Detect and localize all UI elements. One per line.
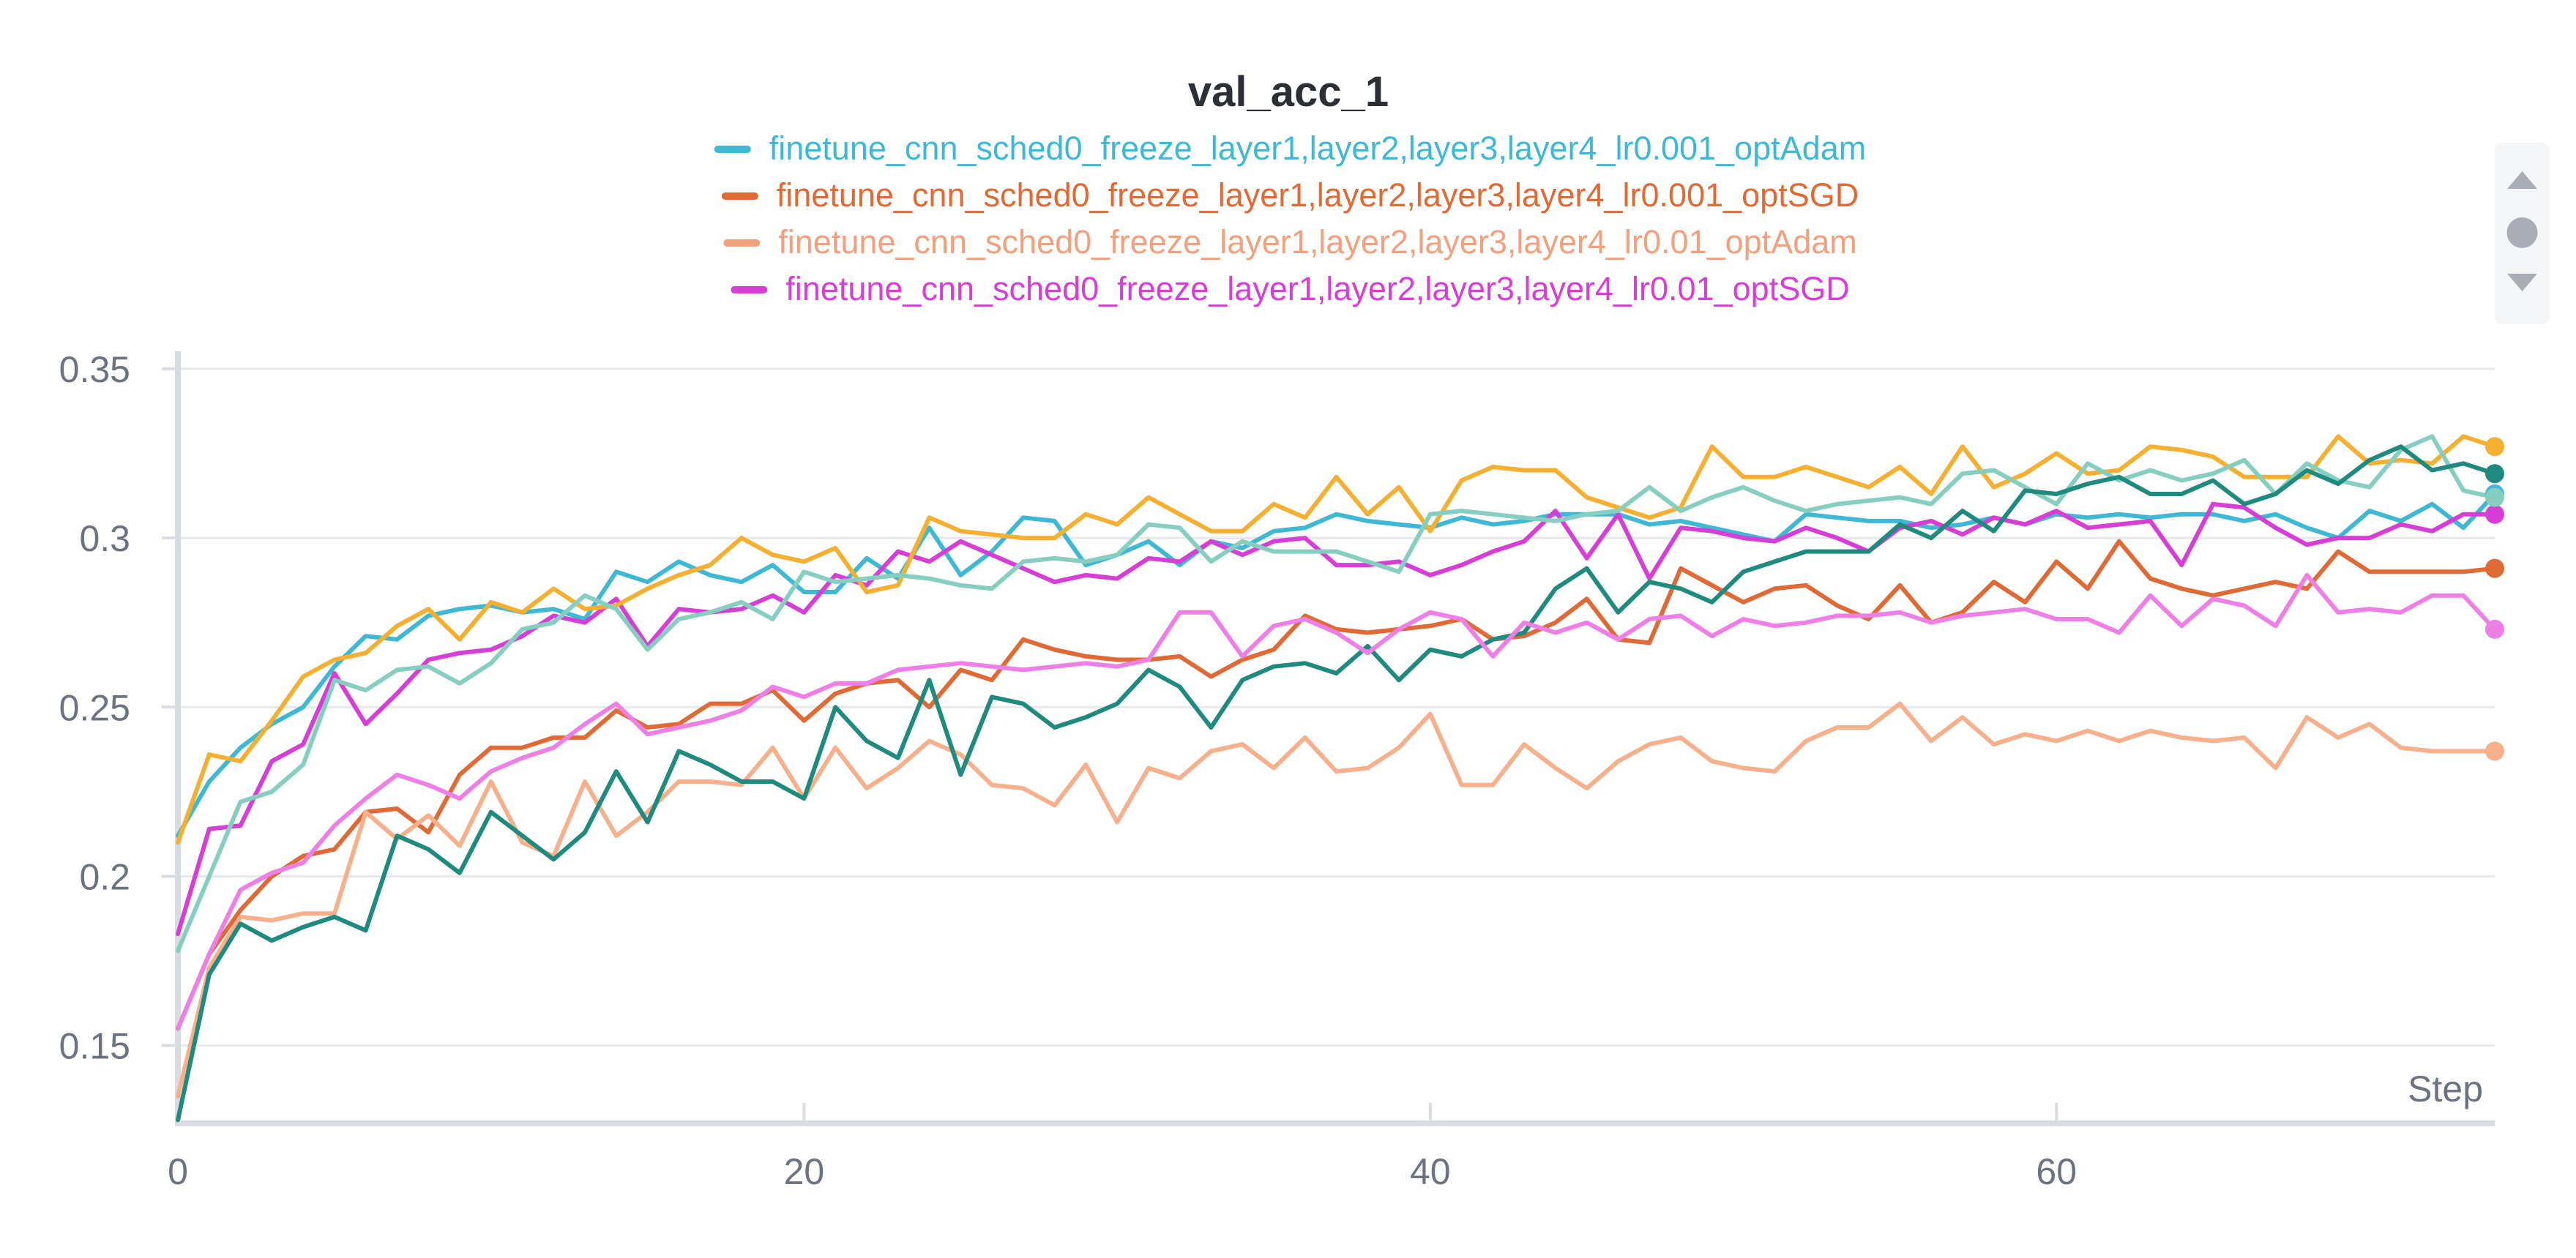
series-line-5 — [176, 434, 2497, 845]
series-line-3 — [176, 701, 2497, 1098]
legend-item[interactable]: finetune_cnn_sched0_freeze_layer1,layer2… — [714, 130, 1867, 167]
legend-item[interactable]: finetune_cnn_sched0_freeze_layer1,layer2… — [721, 176, 1859, 214]
legend-label: finetune_cnn_sched0_freeze_layer1,layer2… — [778, 223, 1856, 261]
series-line-4 — [176, 501, 2497, 937]
legend-label: finetune_cnn_sched0_freeze_layer1,layer2… — [777, 176, 1859, 214]
legend-label: finetune_cnn_sched0_freeze_layer1,layer2… — [785, 270, 1849, 307]
gridlines — [162, 367, 2495, 1047]
legend-pager — [2495, 143, 2550, 324]
series-endpoint-2 — [2485, 558, 2504, 578]
series-line-8 — [176, 572, 2497, 1031]
y-tick-label: 0.25 — [59, 687, 130, 728]
legend-page-dot-icon[interactable] — [2506, 217, 2538, 248]
legend: finetune_cnn_sched0_freeze_layer1,layer2… — [714, 130, 1867, 307]
series-endpoint-4 — [2485, 504, 2504, 524]
legend-scroll-down-icon[interactable] — [2507, 274, 2537, 291]
series-endpoints — [2485, 437, 2504, 761]
chart-title: val_acc_1 — [1188, 68, 1389, 116]
series-line-1 — [176, 492, 2497, 838]
legend-scroll-up-icon[interactable] — [2507, 171, 2537, 189]
x-tick-label: 20 — [784, 1151, 825, 1192]
series-line-2 — [176, 539, 2497, 1031]
series-line-7 — [176, 444, 2497, 1123]
series-endpoint-7 — [2485, 464, 2504, 484]
y-tick-label: 0.2 — [79, 856, 130, 897]
legend-item[interactable]: finetune_cnn_sched0_freeze_layer1,layer2… — [731, 270, 1850, 307]
tick-labels: 0.15 0.2 0.25 0.3 0.35 0 20 40 60 — [59, 349, 2077, 1192]
legend-label: finetune_cnn_sched0_freeze_layer1,layer2… — [769, 130, 1867, 167]
x-tick-label: 40 — [1410, 1151, 1451, 1192]
series-lines — [176, 434, 2497, 1123]
series-line-6 — [176, 434, 2497, 954]
x-tick-label: 60 — [2036, 1151, 2077, 1192]
x-tick-label: 0 — [168, 1151, 188, 1192]
y-tick-label: 0.3 — [79, 518, 130, 559]
series-endpoint-8 — [2485, 619, 2504, 639]
series-endpoint-5 — [2485, 437, 2504, 457]
legend-item[interactable]: finetune_cnn_sched0_freeze_layer1,layer2… — [723, 223, 1857, 261]
y-tick-label: 0.35 — [59, 349, 130, 390]
series-endpoint-6 — [2485, 487, 2504, 507]
y-tick-label: 0.15 — [59, 1026, 130, 1067]
x-axis-title: Step — [2408, 1068, 2483, 1109]
axes — [175, 351, 2495, 1126]
series-endpoint-3 — [2485, 741, 2504, 761]
